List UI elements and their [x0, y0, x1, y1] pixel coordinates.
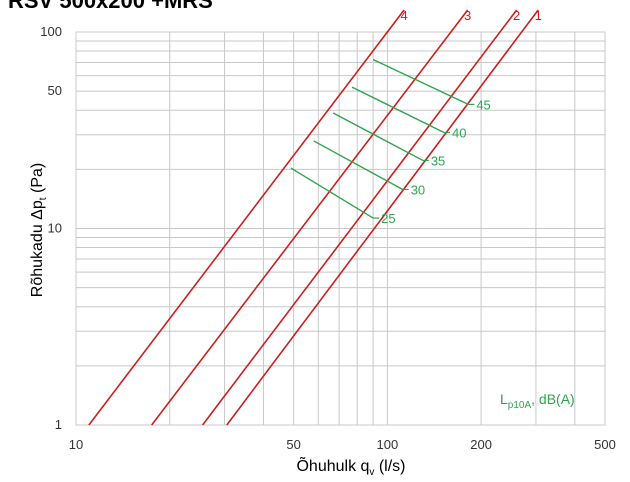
- x-axis-label: Õhuhulk qv (l/s): [296, 455, 405, 478]
- series-line-3: [151, 9, 469, 426]
- y-axis-label: Rõhukadu Δpt (Pa): [29, 163, 49, 297]
- series-label-3: 3: [464, 8, 471, 23]
- plot-border: [75, 31, 606, 426]
- chart-title: RSV 500x200 +MRS: [8, 0, 213, 13]
- tick-labels: 10 50 100 200 500 1 10 50 100: [40, 24, 616, 452]
- sound-label-30: 30: [411, 182, 425, 197]
- sound-label-45: 45: [476, 97, 490, 112]
- sound-label-35: 35: [431, 153, 445, 168]
- series-line-1: [226, 9, 539, 426]
- sound-label-25: 25: [381, 211, 395, 226]
- y-tick-label: 1: [55, 417, 62, 432]
- x-tick-label: 200: [470, 437, 492, 452]
- y-tick-label: 50: [48, 83, 62, 98]
- x-tick-label: 100: [377, 437, 399, 452]
- sound-line-40: [351, 86, 445, 134]
- y-tick-label: 10: [48, 221, 62, 236]
- sound-level-lines: 25 30 35 40 45: [290, 58, 491, 226]
- plot-frame: [75, 31, 606, 426]
- sound-line-25: [290, 167, 374, 219]
- series-label-2: 2: [513, 8, 520, 23]
- series-line-4: [88, 9, 405, 426]
- series-line-2: [201, 9, 518, 426]
- sound-line-45: [372, 58, 469, 106]
- series-label-4: 4: [400, 8, 407, 23]
- x-tick-label: 10: [69, 437, 83, 452]
- sound-label-40: 40: [452, 125, 466, 140]
- series-lines: 12 3 4: [88, 8, 542, 426]
- x-tick-label: 500: [594, 437, 616, 452]
- x-tick-label: 50: [286, 437, 300, 452]
- series-label-1: 1: [535, 8, 542, 23]
- sound-line-30: [313, 140, 404, 191]
- sound-line-35: [332, 112, 424, 162]
- y-tick-label: 100: [40, 24, 62, 39]
- grid: [76, 32, 605, 425]
- sound-level-legend: Lp10A, dB(A): [500, 391, 575, 411]
